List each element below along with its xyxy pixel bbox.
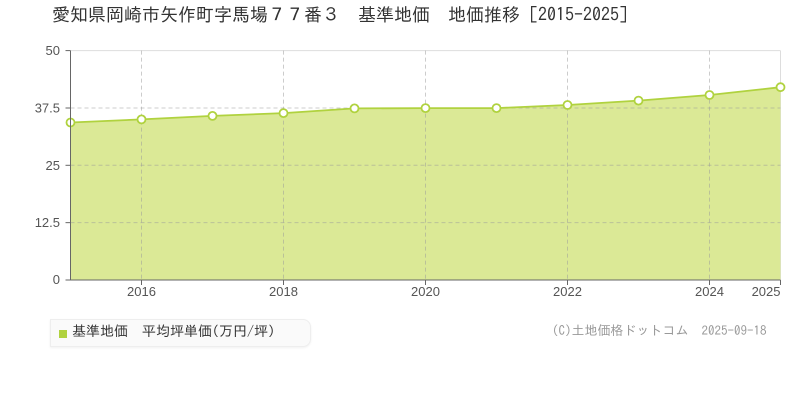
svg-text:2022: 2022 [553, 284, 582, 299]
svg-text:50: 50 [46, 43, 60, 58]
svg-text:2024: 2024 [695, 284, 724, 299]
svg-text:2016: 2016 [127, 284, 156, 299]
svg-text:2018: 2018 [269, 284, 298, 299]
svg-text:2025: 2025 [752, 284, 781, 299]
svg-text:0: 0 [53, 272, 60, 287]
svg-text:12.5: 12.5 [35, 215, 60, 230]
svg-text:2020: 2020 [411, 284, 440, 299]
svg-text:25: 25 [46, 158, 60, 173]
svg-text:37.5: 37.5 [35, 101, 60, 116]
